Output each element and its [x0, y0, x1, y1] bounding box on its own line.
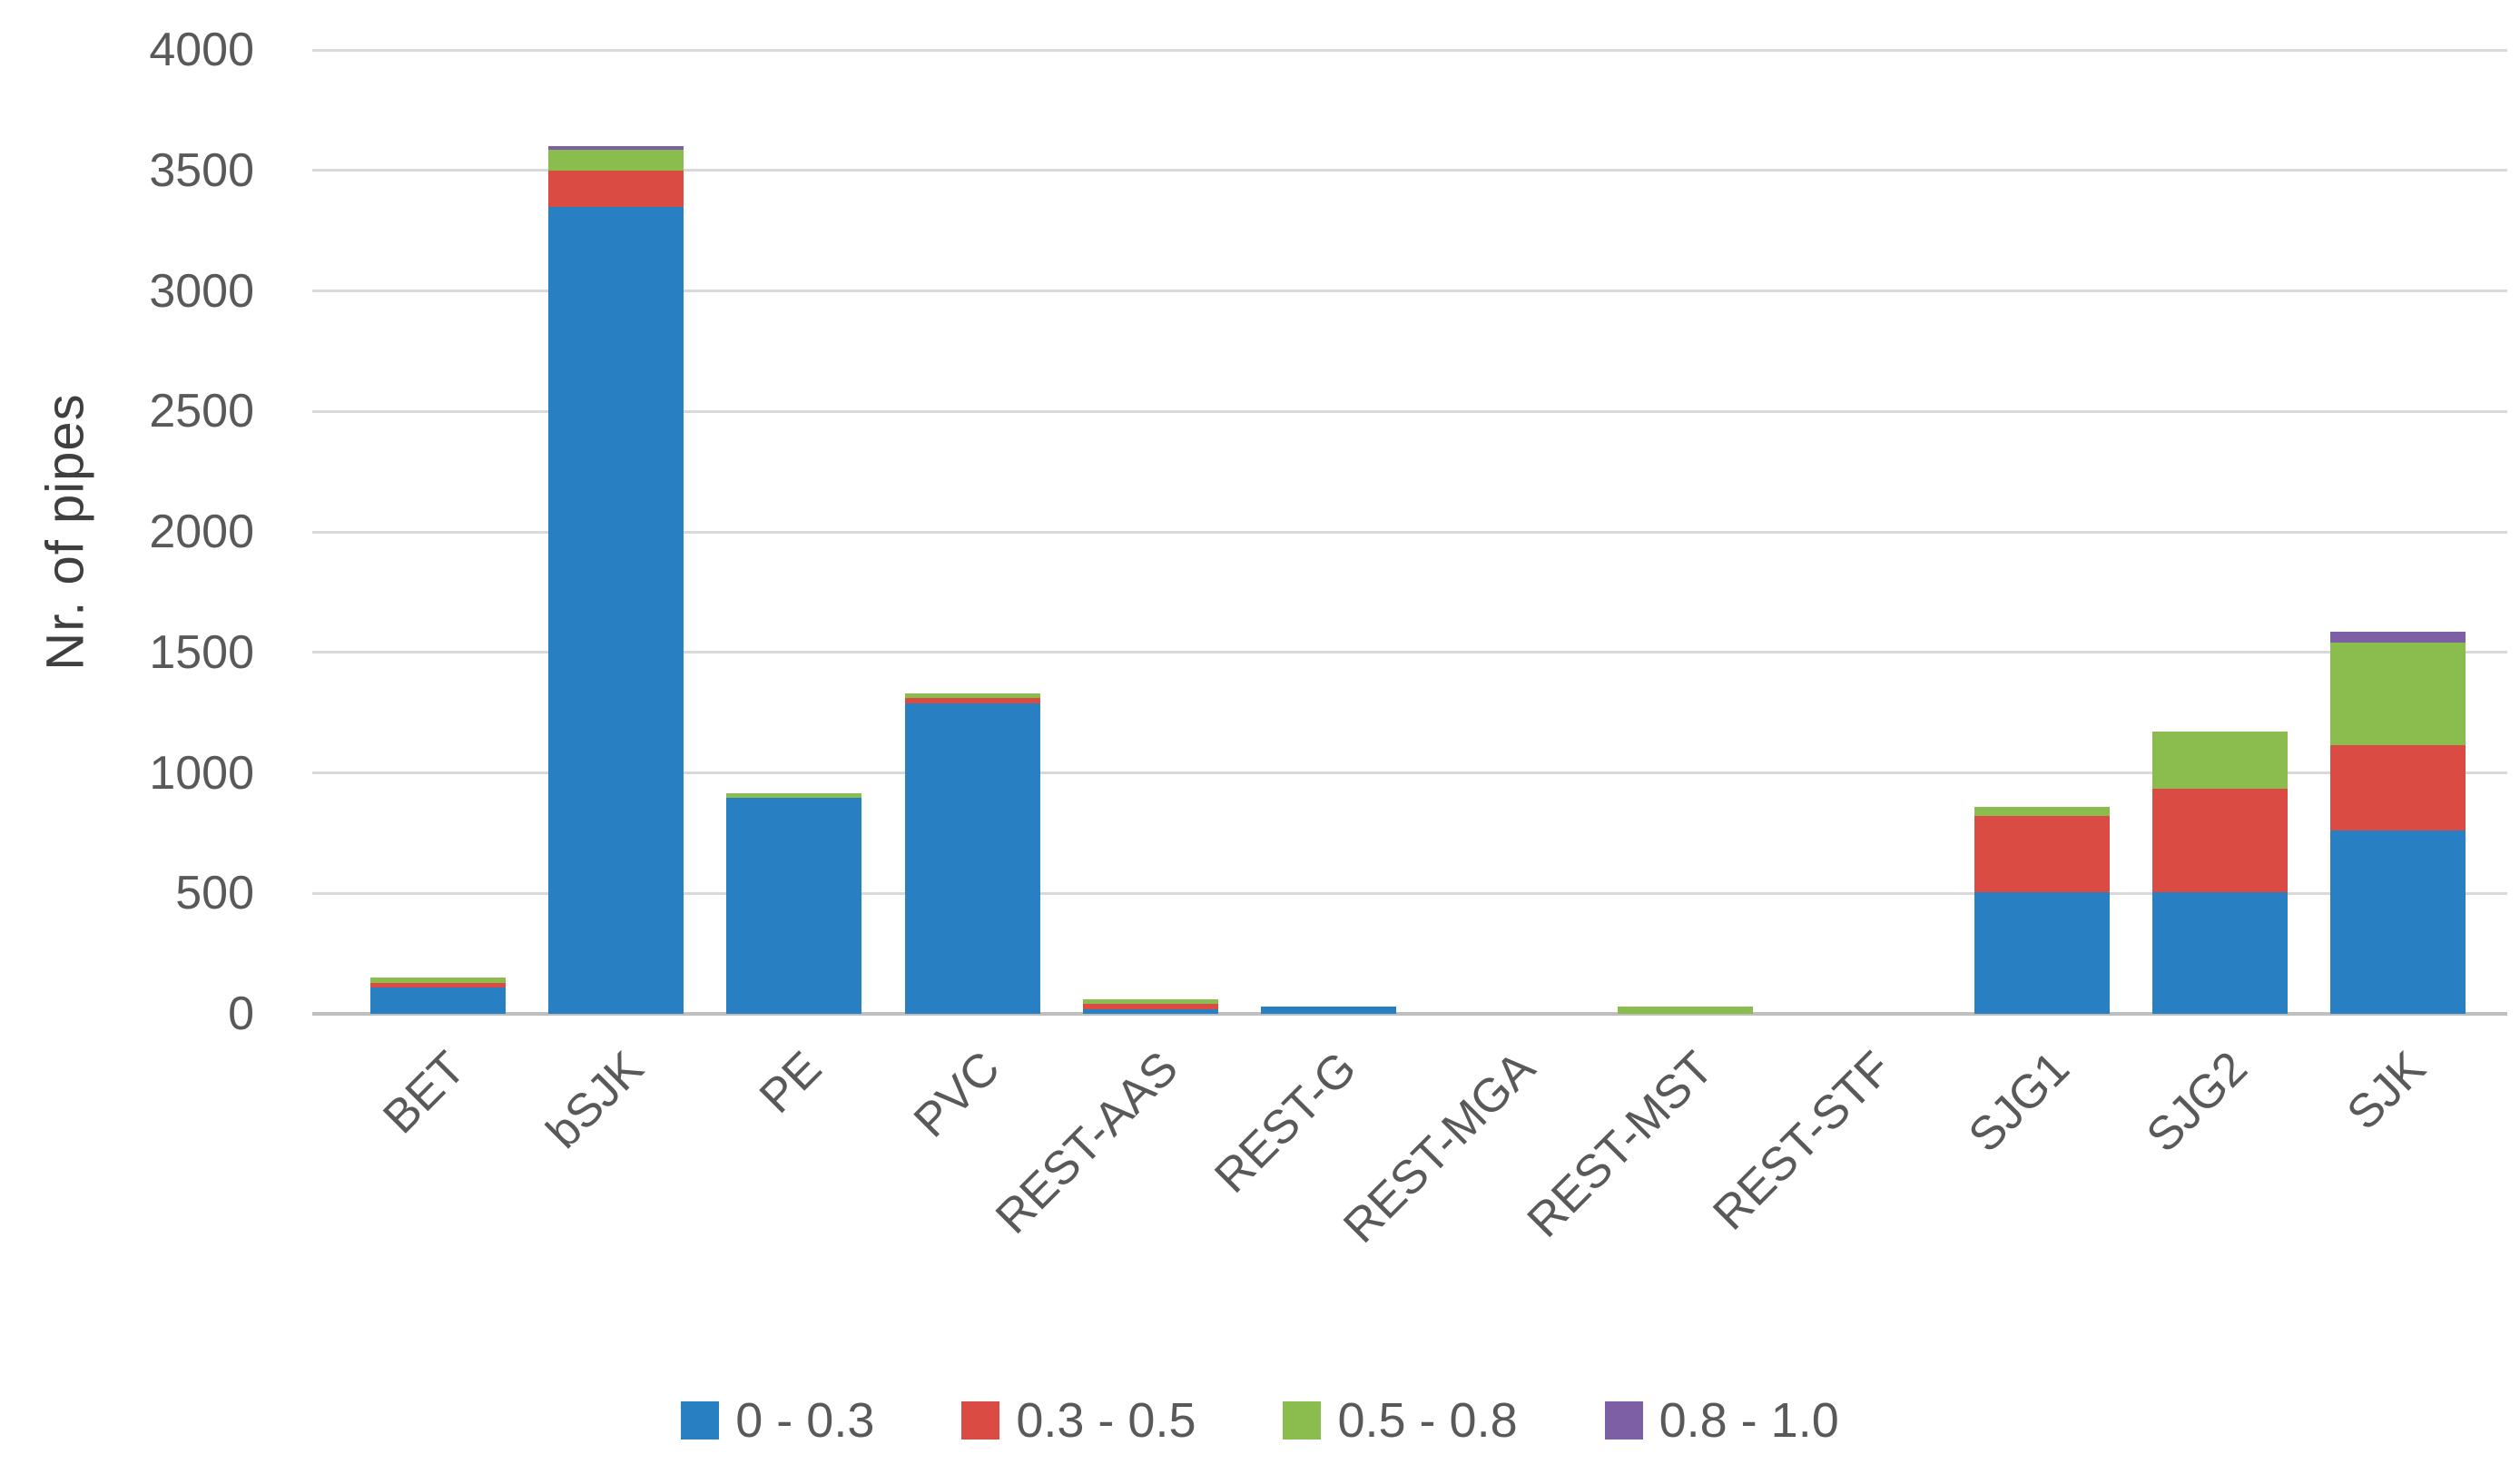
- bar-pvc: [904, 693, 1040, 1014]
- bar-segment: [726, 798, 862, 1014]
- gridline: [312, 651, 2507, 654]
- legend-swatch: [1283, 1401, 1322, 1440]
- legend-swatch: [681, 1401, 720, 1440]
- bar-segment: [1082, 1008, 1219, 1014]
- legend-item: 0.5 - 0.8: [1283, 1392, 1518, 1449]
- x-tick-label: PE: [750, 1041, 832, 1124]
- y-tick-label: 4000: [149, 24, 254, 76]
- bar-rest-mst: [1617, 1007, 1754, 1014]
- bar-segment: [547, 146, 684, 151]
- bar-segment: [547, 150, 684, 171]
- bar-segment: [547, 206, 684, 1014]
- bar-segment: [2330, 632, 2466, 644]
- bar-segment: [547, 170, 684, 207]
- bar-segment: [904, 693, 1040, 699]
- plot-area: 0 500 1000 1500 2000 2500 3000 3500 4000 BET bSJK P…: [149, 24, 2507, 1253]
- bar-segment: [1974, 816, 2110, 892]
- x-tick-label: SJG1: [1958, 1041, 2080, 1163]
- bar-rest-aas: [1082, 999, 1219, 1014]
- bar-rest-g: [1261, 1007, 1397, 1014]
- bar-segment: [2330, 643, 2466, 745]
- x-tick-label: SJG2: [2137, 1041, 2259, 1163]
- legend-item: 0.3 - 0.5: [961, 1392, 1196, 1449]
- x-tick-label: REST-MGA: [1333, 1041, 1545, 1253]
- x-tick-label: bSJK: [536, 1041, 655, 1159]
- x-tick-label: BET: [373, 1041, 476, 1145]
- bar-segment: [726, 793, 862, 799]
- x-tick-label: REST-AAS: [986, 1041, 1189, 1244]
- gridline: [312, 530, 2507, 534]
- gridline: [312, 48, 2507, 52]
- bar-segment: [1617, 1007, 1754, 1014]
- bar-sjg1: [1974, 806, 2110, 1014]
- bar-segment: [1261, 1007, 1397, 1014]
- legend-item: 0.8 - 1.0: [1604, 1392, 1839, 1449]
- bar-pe: [726, 793, 862, 1014]
- bar-segment: [2151, 732, 2289, 789]
- y-tick-label: 0: [228, 988, 254, 1040]
- gridline: [312, 771, 2507, 774]
- bar-bet: [369, 978, 506, 1014]
- x-tick-label: PVC: [904, 1041, 1010, 1148]
- bar-segment: [1974, 891, 2110, 1014]
- y-axis-title: Nr. of pipes: [35, 393, 95, 671]
- legend-item: 0 - 0.3: [681, 1392, 874, 1449]
- legend-swatch: [961, 1401, 1000, 1440]
- y-tick-label: 3500: [149, 143, 254, 197]
- legend-label: 0 - 0.3: [735, 1393, 875, 1448]
- gridline: [312, 290, 2507, 292]
- y-tick-label: 500: [175, 867, 254, 920]
- x-tick-label: REST-G: [1205, 1041, 1367, 1204]
- bar-segment: [904, 703, 1040, 1014]
- bar-segment: [2330, 744, 2466, 831]
- bar-segment: [369, 982, 506, 988]
- y-tick-label: 1500: [149, 625, 254, 679]
- bar-segment: [1974, 806, 2110, 817]
- legend-label: 0.5 - 0.8: [1337, 1393, 1518, 1448]
- x-tick-label: SJK: [2338, 1041, 2436, 1141]
- x-axis-baseline: [312, 1012, 2507, 1016]
- bar-bsjk: [547, 146, 684, 1014]
- y-tick-label: 2500: [149, 385, 254, 438]
- y-tick-label: 2000: [149, 506, 254, 558]
- bar-segment: [2151, 891, 2289, 1014]
- gridline: [312, 409, 2507, 413]
- bar-sjk: [2330, 632, 2466, 1014]
- bar-segment: [1082, 1004, 1219, 1009]
- legend-label: 0.8 - 1.0: [1659, 1393, 1839, 1448]
- bar-segment: [369, 978, 506, 983]
- legend-label: 0.3 - 0.5: [1016, 1393, 1196, 1448]
- gridline: [312, 169, 2507, 172]
- bar-segment: [2151, 788, 2289, 892]
- bar-segment: [1082, 999, 1219, 1005]
- y-tick-label: 3000: [149, 264, 254, 318]
- x-tick-label: REST-STF: [1702, 1041, 1902, 1241]
- y-tick-label: 1000: [149, 746, 254, 800]
- bar-segment: [2330, 830, 2466, 1014]
- gridline: [312, 891, 2507, 895]
- legend: 0 - 0.3 0.3 - 0.5 0.5 - 0.8 0.8 - 1.0: [0, 1392, 2520, 1449]
- x-tick-label: REST-MST: [1517, 1041, 1724, 1248]
- bar-segment: [369, 987, 506, 1014]
- bar-segment: [904, 698, 1040, 703]
- bar-sjg2: [2151, 732, 2289, 1014]
- legend-swatch: [1604, 1401, 1643, 1440]
